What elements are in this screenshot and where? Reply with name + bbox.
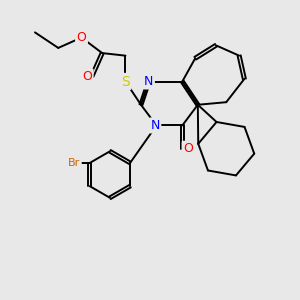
Text: Br: Br	[68, 158, 80, 168]
Text: N: N	[144, 75, 153, 88]
Text: O: O	[82, 70, 92, 83]
Text: O: O	[76, 31, 86, 44]
Text: N: N	[151, 119, 160, 132]
Text: O: O	[183, 142, 193, 155]
Text: S: S	[121, 74, 130, 88]
